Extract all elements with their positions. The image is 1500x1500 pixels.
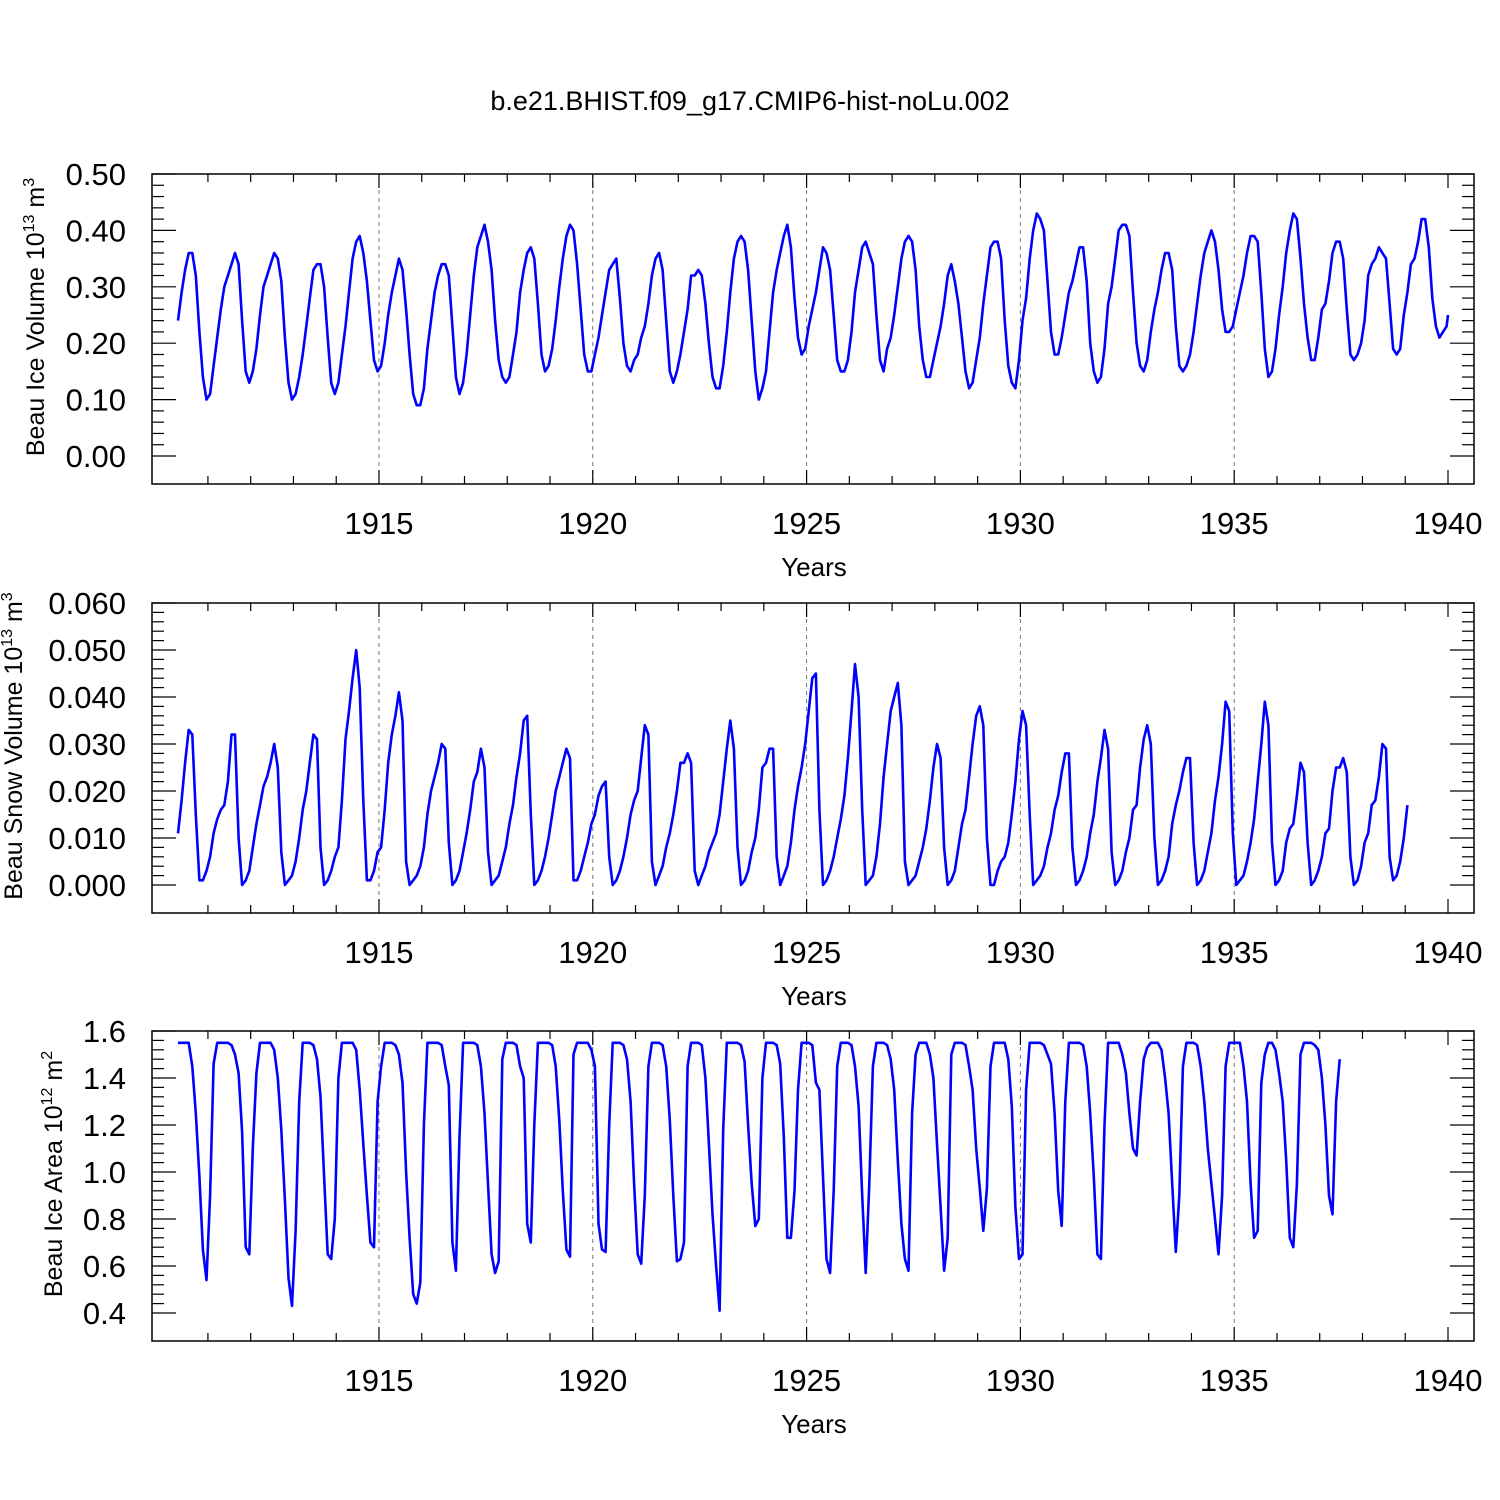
x-axis-label: Years [781,552,847,582]
x-tick-label: 1915 [344,506,413,541]
x-tick-label: 1920 [558,506,627,541]
x-tick-label: 1925 [772,506,841,541]
y-tick-label: 1.0 [83,1155,126,1190]
y-tick-label: 0.010 [48,821,126,856]
y-tick-label: 0.030 [48,727,126,762]
y-axis-label: Beau Snow Volume 1013 m3 [0,592,28,900]
y-tick-label: 0.50 [66,157,126,192]
y-tick-label: 1.2 [83,1108,126,1143]
x-tick-label: 1930 [986,506,1055,541]
y-tick-label: 0.8 [83,1202,126,1237]
series-line-1 [176,212,1450,407]
y-tick-label: 0.040 [48,680,126,715]
x-tick-label: 1935 [1200,1363,1269,1398]
y-tick-label: 0.4 [83,1296,126,1331]
x-tick-label: 1930 [986,1363,1055,1398]
x-tick-label: 1925 [772,1363,841,1398]
series-line-1 [176,648,1409,887]
y-tick-label: 1.4 [83,1061,126,1096]
y-tick-label: 0.6 [83,1249,126,1284]
plot-frame [151,1030,1475,1342]
x-tick-label: 1940 [1414,1363,1483,1398]
x-tick-label: 1935 [1200,506,1269,541]
y-tick-label: 0.30 [66,270,126,305]
x-tick-label: 1920 [558,935,627,970]
x-tick-label: 1925 [772,935,841,970]
y-tick-label: 1.6 [83,1014,126,1049]
plot-frame [151,602,1475,914]
panel-3: 0.4 0.6 0.8 1.0 1.2 1.4 1.6 1915 1920 1925 1930 193… [39,1014,1482,1439]
x-tick-label: 1915 [344,935,413,970]
y-tick-label: 0.060 [48,586,126,621]
y-tick-label: 0.050 [48,633,126,668]
y-tick-label: 0.20 [66,326,126,361]
x-tick-label: 1940 [1414,935,1483,970]
x-tick-label: 1940 [1414,506,1483,541]
figure-title: b.e21.BHIST.f09_g17.CMIP6-hist-noLu.002 [490,86,1009,116]
panel-1: 0.00 0.10 0.20 0.30 0.40 0.50 1915 1920 1925 1930… [21,157,1482,582]
x-tick-label: 1915 [344,1363,413,1398]
panel-2: 0.000 0.010 0.020 0.030 0.040 0.050 0.060 1915 1… [0,586,1482,1011]
x-tick-label: 1920 [558,1363,627,1398]
y-tick-label: 0.10 [66,383,126,418]
y-tick-label: 0.40 [66,213,126,248]
series-line-1 [178,1041,1341,1312]
x-axis-label: Years [781,981,847,1011]
y-tick-label: 0.020 [48,774,126,809]
x-axis-label: Years [781,1409,847,1439]
x-tick-label: 1935 [1200,935,1269,970]
plot-frame [151,173,1475,485]
y-tick-label: 0.00 [66,439,126,474]
y-axis-label: Beau Ice Volume 1013 m3 [21,178,50,456]
y-tick-label: 0.000 [48,868,126,903]
x-tick-label: 1930 [986,935,1055,970]
y-axis-label: Beau Ice Area 1012 m2 [39,1051,68,1297]
